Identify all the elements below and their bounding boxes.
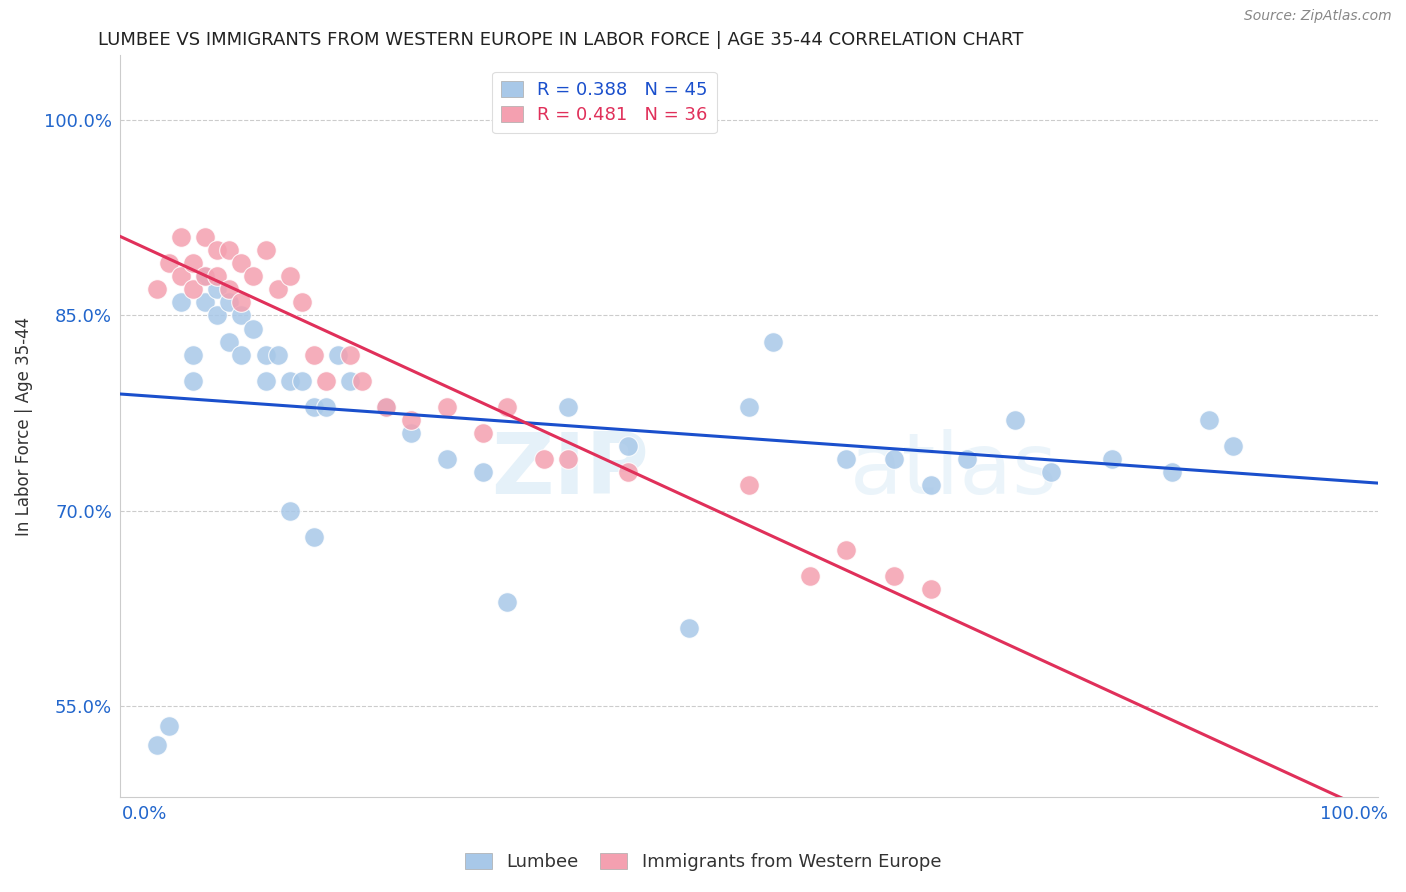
Point — [194, 269, 217, 284]
Point — [157, 256, 180, 270]
Point — [218, 283, 240, 297]
Point — [254, 244, 277, 258]
Point — [375, 400, 398, 414]
Point — [254, 374, 277, 388]
Point — [617, 439, 640, 453]
Y-axis label: In Labor Force | Age 35-44: In Labor Force | Age 35-44 — [15, 317, 32, 536]
Point — [399, 412, 422, 426]
Point — [1004, 412, 1026, 426]
Point — [231, 295, 253, 310]
Point — [205, 269, 228, 284]
Point — [436, 451, 458, 466]
Point — [883, 569, 905, 583]
Point — [883, 451, 905, 466]
Point — [242, 269, 264, 284]
Point — [181, 347, 204, 361]
Point — [956, 451, 979, 466]
Point — [326, 347, 349, 361]
Point — [291, 374, 314, 388]
Point — [533, 451, 555, 466]
Point — [315, 400, 337, 414]
Point — [231, 309, 253, 323]
Point — [231, 347, 253, 361]
Point — [170, 269, 193, 284]
Text: atlas: atlas — [849, 429, 1057, 512]
Point — [339, 374, 361, 388]
Point — [194, 230, 217, 244]
Point — [375, 400, 398, 414]
Point — [472, 425, 495, 440]
Point — [436, 400, 458, 414]
Point — [339, 347, 361, 361]
Point — [145, 283, 167, 297]
Text: LUMBEE VS IMMIGRANTS FROM WESTERN EUROPE IN LABOR FORCE | AGE 35-44 CORRELATION : LUMBEE VS IMMIGRANTS FROM WESTERN EUROPE… — [98, 31, 1024, 49]
Point — [472, 465, 495, 479]
Point — [181, 374, 204, 388]
Point — [557, 451, 579, 466]
Point — [205, 309, 228, 323]
Point — [738, 477, 761, 491]
Point — [835, 451, 858, 466]
Point — [557, 400, 579, 414]
Point — [302, 530, 325, 544]
Point — [194, 269, 217, 284]
Point — [291, 295, 314, 310]
Point — [266, 347, 288, 361]
Legend: Lumbee, Immigrants from Western Europe: Lumbee, Immigrants from Western Europe — [457, 846, 949, 879]
Point — [218, 334, 240, 349]
Point — [170, 230, 193, 244]
Point — [205, 244, 228, 258]
Point — [920, 582, 942, 596]
Point — [231, 256, 253, 270]
Point — [315, 374, 337, 388]
Point — [738, 400, 761, 414]
Text: Source: ZipAtlas.com: Source: ZipAtlas.com — [1244, 9, 1392, 23]
Point — [266, 283, 288, 297]
Point — [242, 321, 264, 335]
Point — [302, 347, 325, 361]
Point — [496, 400, 519, 414]
Point — [762, 334, 785, 349]
Point — [145, 738, 167, 752]
Point — [218, 244, 240, 258]
Point — [278, 374, 301, 388]
Point — [617, 465, 640, 479]
Point — [1101, 451, 1123, 466]
Point — [496, 595, 519, 609]
Point — [170, 295, 193, 310]
Legend: R = 0.388   N = 45, R = 0.481   N = 36: R = 0.388 N = 45, R = 0.481 N = 36 — [492, 71, 717, 134]
Point — [181, 283, 204, 297]
Point — [399, 425, 422, 440]
Point — [194, 295, 217, 310]
Point — [278, 504, 301, 518]
Point — [218, 295, 240, 310]
Point — [205, 283, 228, 297]
Point — [1198, 412, 1220, 426]
Point — [1040, 465, 1063, 479]
Point — [302, 400, 325, 414]
Point — [678, 621, 700, 635]
Point — [157, 718, 180, 732]
Point — [799, 569, 821, 583]
Point — [1161, 465, 1184, 479]
Point — [352, 374, 374, 388]
Point — [181, 256, 204, 270]
Point — [278, 269, 301, 284]
Point — [835, 542, 858, 557]
Point — [254, 347, 277, 361]
Point — [920, 477, 942, 491]
Point — [1222, 439, 1244, 453]
Text: ZIP: ZIP — [491, 429, 648, 512]
